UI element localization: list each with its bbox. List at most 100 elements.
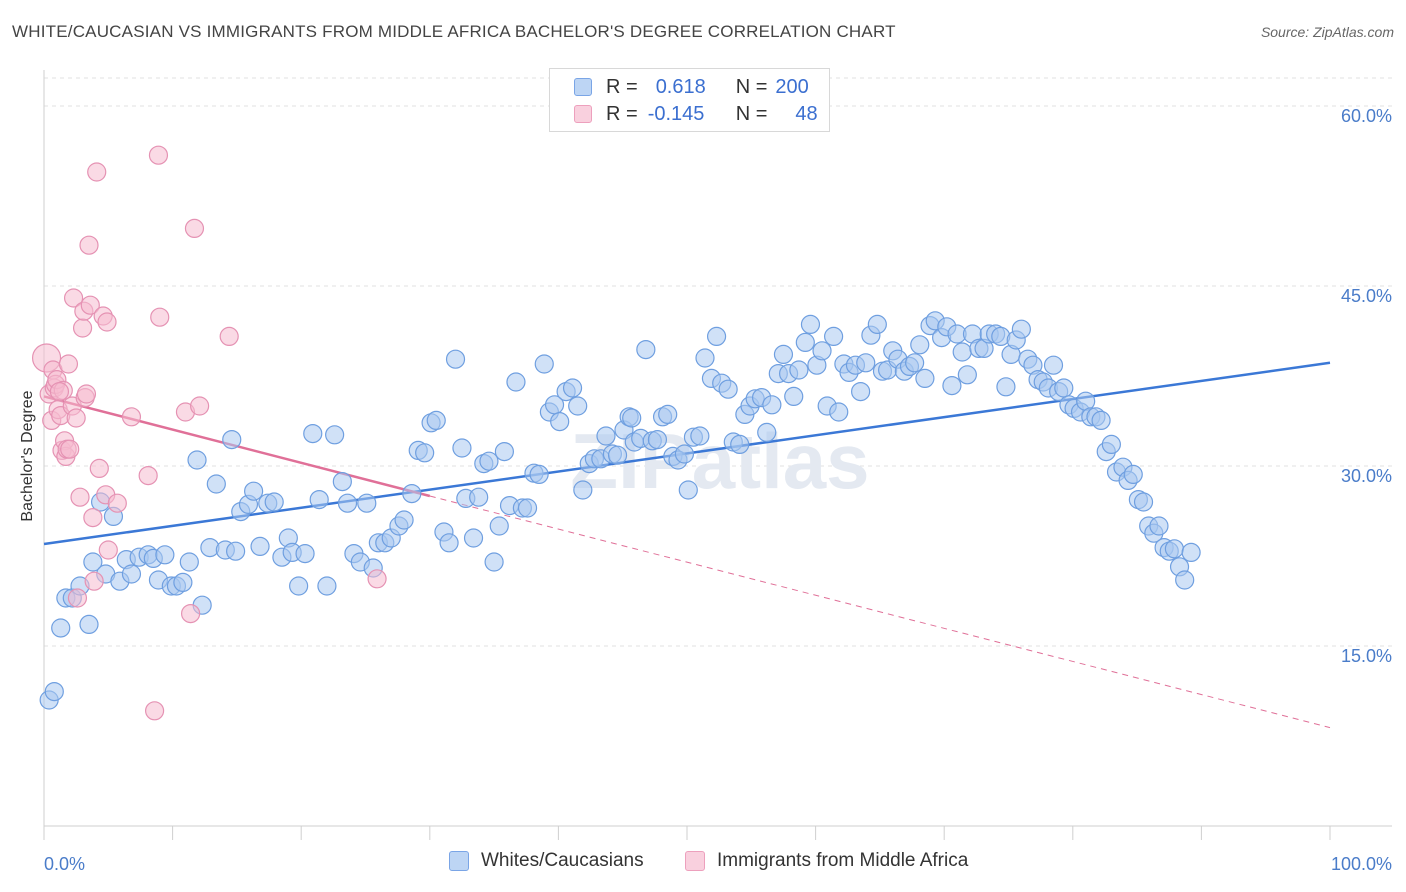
data-point-immigrants [97, 312, 117, 332]
blue-swatch-icon [574, 78, 592, 96]
n-value: 48 [795, 102, 818, 125]
correlation-legend: R = 0.618 N = 200 R = -0.145 N = 48 [549, 68, 830, 132]
pink-swatch-icon [685, 851, 705, 871]
data-point-whites [264, 492, 284, 512]
legend-row-whites: R = 0.618 N = 200 [574, 75, 809, 99]
data-point-whites [568, 396, 588, 416]
data-point-whites [289, 576, 309, 596]
legend-row-immigrants: R = -0.145 N = 48 [574, 102, 818, 126]
y-tick-label: 15.0% [1341, 646, 1392, 666]
data-point-whites [905, 353, 925, 373]
data-point-whites [867, 314, 887, 334]
data-point-whites [494, 442, 514, 462]
data-point-whites [824, 326, 844, 346]
data-point-whites [206, 474, 226, 494]
blue-swatch-icon [449, 851, 469, 871]
data-point-immigrants [367, 569, 387, 589]
x-tick-label: 100.0% [1331, 854, 1392, 874]
data-point-whites [244, 481, 264, 501]
data-point-whites [51, 618, 71, 638]
data-point-whites [469, 487, 489, 507]
legend-label: Immigrants from Middle Africa [717, 850, 969, 871]
data-point-whites [695, 348, 715, 368]
data-point-whites [222, 430, 242, 450]
data-point-whites [573, 480, 593, 500]
data-point-whites [851, 382, 871, 402]
chart-title: WHITE/CAUCASIAN VS IMMIGRANTS FROM MIDDL… [12, 22, 896, 41]
data-point-whites [394, 510, 414, 530]
data-point-immigrants [60, 439, 80, 459]
data-point-immigrants [138, 466, 158, 486]
n-value: 200 [775, 75, 809, 98]
data-point-immigrants [80, 295, 100, 315]
data-point-whites [910, 335, 930, 355]
data-point-immigrants [70, 487, 90, 507]
data-point-whites [1043, 355, 1064, 375]
data-point-whites [1091, 410, 1111, 430]
data-point-whites [674, 444, 695, 464]
source-credit: Source: ZipAtlas.com [1260, 24, 1394, 40]
data-point-whites [1175, 570, 1195, 590]
data-point-whites [173, 572, 193, 593]
data-point-whites [506, 372, 526, 392]
data-point-whites [957, 365, 977, 385]
data-point-whites [800, 314, 821, 334]
data-point-immigrants [72, 318, 93, 338]
n-label: N = [735, 102, 768, 125]
data-point-whites [562, 378, 583, 398]
data-point-whites [426, 410, 446, 430]
data-point-whites [415, 443, 435, 463]
data-point-whites [517, 498, 538, 518]
y-axis-label: Bachelor's Degree [19, 390, 36, 521]
data-point-whites [187, 450, 207, 470]
data-point-whites [784, 386, 804, 406]
data-point-immigrants [84, 571, 104, 591]
data-point-whites [762, 395, 782, 415]
data-point-whites [1149, 516, 1169, 536]
data-point-whites [789, 360, 809, 380]
data-point-whites [529, 464, 549, 484]
data-point-whites [489, 516, 509, 536]
data-point-whites [250, 536, 270, 557]
bottom-legend-whites: Whites/Caucasians [449, 850, 644, 872]
data-point-whites [952, 342, 972, 362]
data-point-whites [658, 404, 678, 424]
data-point-immigrants [181, 603, 201, 624]
x-tick-label: 0.0% [44, 854, 85, 874]
data-point-immigrants [190, 396, 210, 416]
data-point-whites [678, 480, 698, 500]
data-point-whites [773, 344, 794, 364]
data-point-whites [1123, 464, 1143, 484]
data-point-whites [647, 430, 668, 450]
data-point-whites [1054, 378, 1074, 398]
data-point-immigrants [76, 384, 97, 404]
data-point-whites [550, 412, 570, 432]
r-label: R = [606, 75, 638, 98]
data-point-whites [337, 493, 358, 513]
data-point-immigrants [63, 288, 84, 308]
data-point-whites [1101, 434, 1121, 454]
y-tick-label: 45.0% [1341, 286, 1392, 306]
data-point-immigrants [89, 458, 109, 478]
data-point-whites [317, 576, 337, 596]
data-point-whites [1164, 539, 1184, 559]
data-point-immigrants [67, 588, 88, 608]
data-point-whites [622, 408, 642, 428]
data-point-whites [226, 541, 246, 561]
data-point-whites [636, 340, 656, 360]
data-point-whites [706, 326, 727, 346]
n-label: N = [735, 75, 768, 98]
data-point-whites [1011, 319, 1031, 339]
data-point-whites [332, 472, 352, 492]
data-point-whites [325, 425, 345, 445]
data-point-whites [439, 533, 459, 553]
pink-swatch-icon [574, 105, 592, 123]
data-point-whites [484, 552, 504, 572]
data-point-immigrants [83, 507, 103, 528]
data-point-immigrants [49, 382, 70, 402]
data-point-whites [812, 341, 832, 361]
r-value: 0.618 [655, 75, 706, 98]
trend-line-immigrants-extension [429, 495, 1331, 729]
data-points [31, 145, 1201, 721]
data-point-whites [690, 426, 710, 446]
